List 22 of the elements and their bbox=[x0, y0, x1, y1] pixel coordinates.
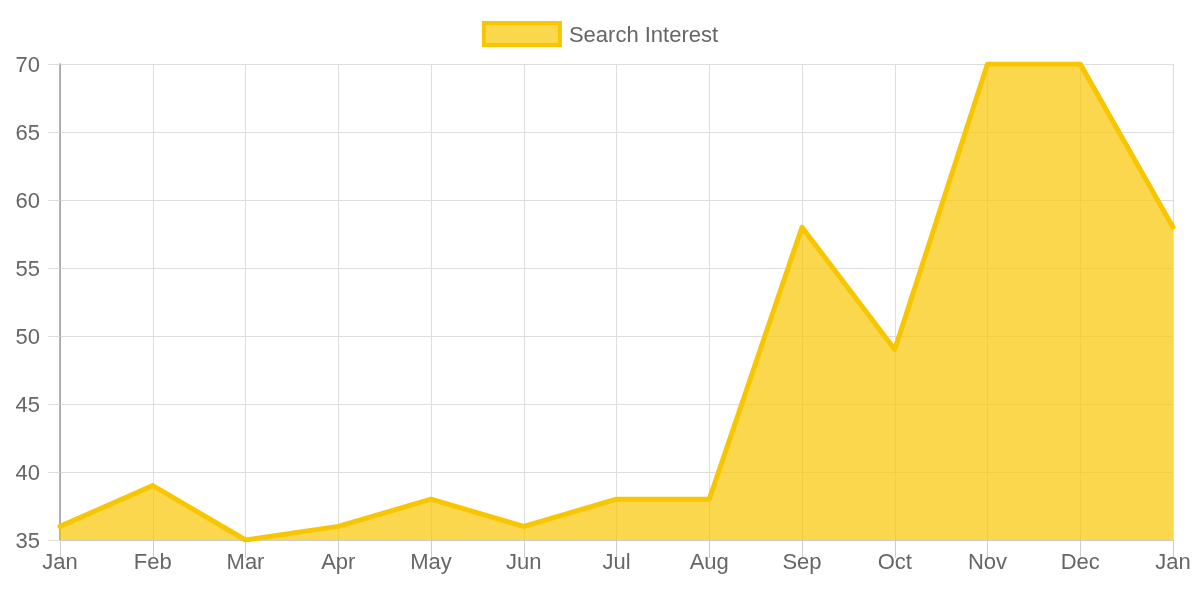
legend-label: Search Interest bbox=[568, 21, 719, 47]
x-tick-label: Sep bbox=[782, 548, 822, 574]
x-tick-label: Dec bbox=[1060, 548, 1100, 574]
x-tick-label: Nov bbox=[967, 548, 1008, 574]
x-tick-label: Oct bbox=[877, 548, 912, 574]
y-tick-label: 65 bbox=[15, 119, 40, 145]
x-tick-label: Mar bbox=[226, 548, 265, 574]
y-tick-label: 35 bbox=[15, 527, 40, 553]
y-tick-label: 55 bbox=[15, 255, 40, 281]
x-tick-label: Apr bbox=[321, 548, 356, 574]
x-tick-label: Jun bbox=[506, 548, 542, 574]
x-tick-label: Jul bbox=[602, 548, 631, 574]
y-tick-label: 70 bbox=[15, 51, 40, 77]
y-tick-label: 45 bbox=[15, 391, 40, 417]
x-tick-label: Jan bbox=[1155, 548, 1191, 574]
x-tick-label: Aug bbox=[689, 548, 729, 574]
x-tick-label: Feb bbox=[133, 548, 172, 574]
x-tick-label: May bbox=[410, 548, 452, 574]
x-tick-label: Jan bbox=[42, 548, 78, 574]
y-tick-label: 50 bbox=[15, 323, 40, 349]
y-tick-label: 60 bbox=[15, 187, 40, 213]
y-tick-label: 40 bbox=[15, 459, 40, 485]
